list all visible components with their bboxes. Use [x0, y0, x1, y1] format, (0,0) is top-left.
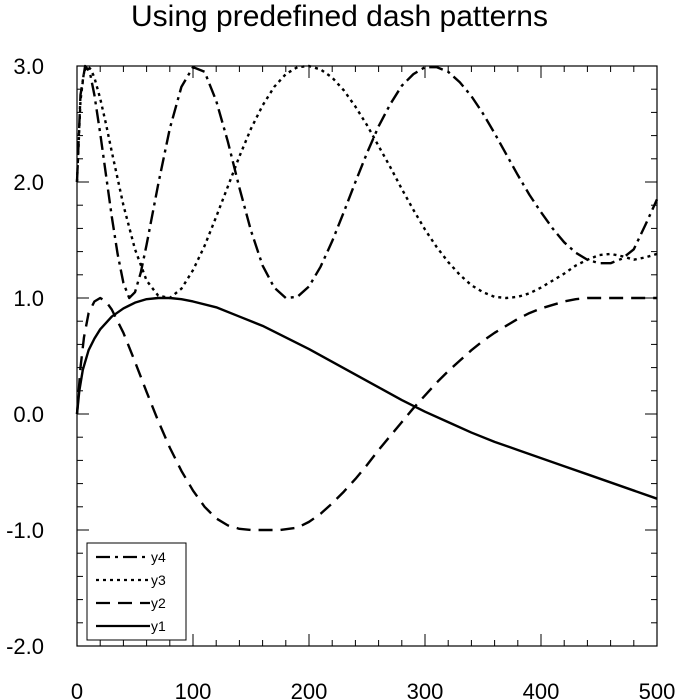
- legend-label-y1: y1: [151, 618, 166, 634]
- series-line-y4: [75, 64, 659, 300]
- x-tick-label: 300: [407, 679, 444, 700]
- y-tick-label: 0.0: [13, 402, 44, 427]
- y-tick-label: -1.0: [6, 518, 44, 543]
- legend: y4 y3 y2 y1: [86, 542, 187, 641]
- legend-label-y2: y2: [151, 595, 166, 611]
- series-line-y1: [75, 296, 658, 500]
- series-line-y2: [75, 296, 657, 532]
- series-group: [75, 64, 659, 532]
- x-tick-label: 100: [175, 679, 212, 700]
- y-tick-label: 1.0: [13, 286, 44, 311]
- plot-frame: [76, 65, 658, 647]
- y-tick-label: 3.0: [13, 54, 44, 79]
- y-tick-label: 2.0: [13, 170, 44, 195]
- series-line-y3: [75, 64, 658, 300]
- x-tick-label: 0: [71, 679, 83, 700]
- chart-title: Using predefined dash patterns: [131, 0, 548, 33]
- x-tick-label: 400: [523, 679, 560, 700]
- x-tick-label: 200: [291, 679, 328, 700]
- tick-marks: [76, 65, 658, 647]
- x-tick-label: 500: [639, 679, 676, 700]
- y-tick-label: -2.0: [6, 634, 44, 659]
- legend-label-y3: y3: [151, 572, 166, 588]
- legend-label-y4: y4: [151, 549, 166, 565]
- legend-box: [86, 542, 187, 641]
